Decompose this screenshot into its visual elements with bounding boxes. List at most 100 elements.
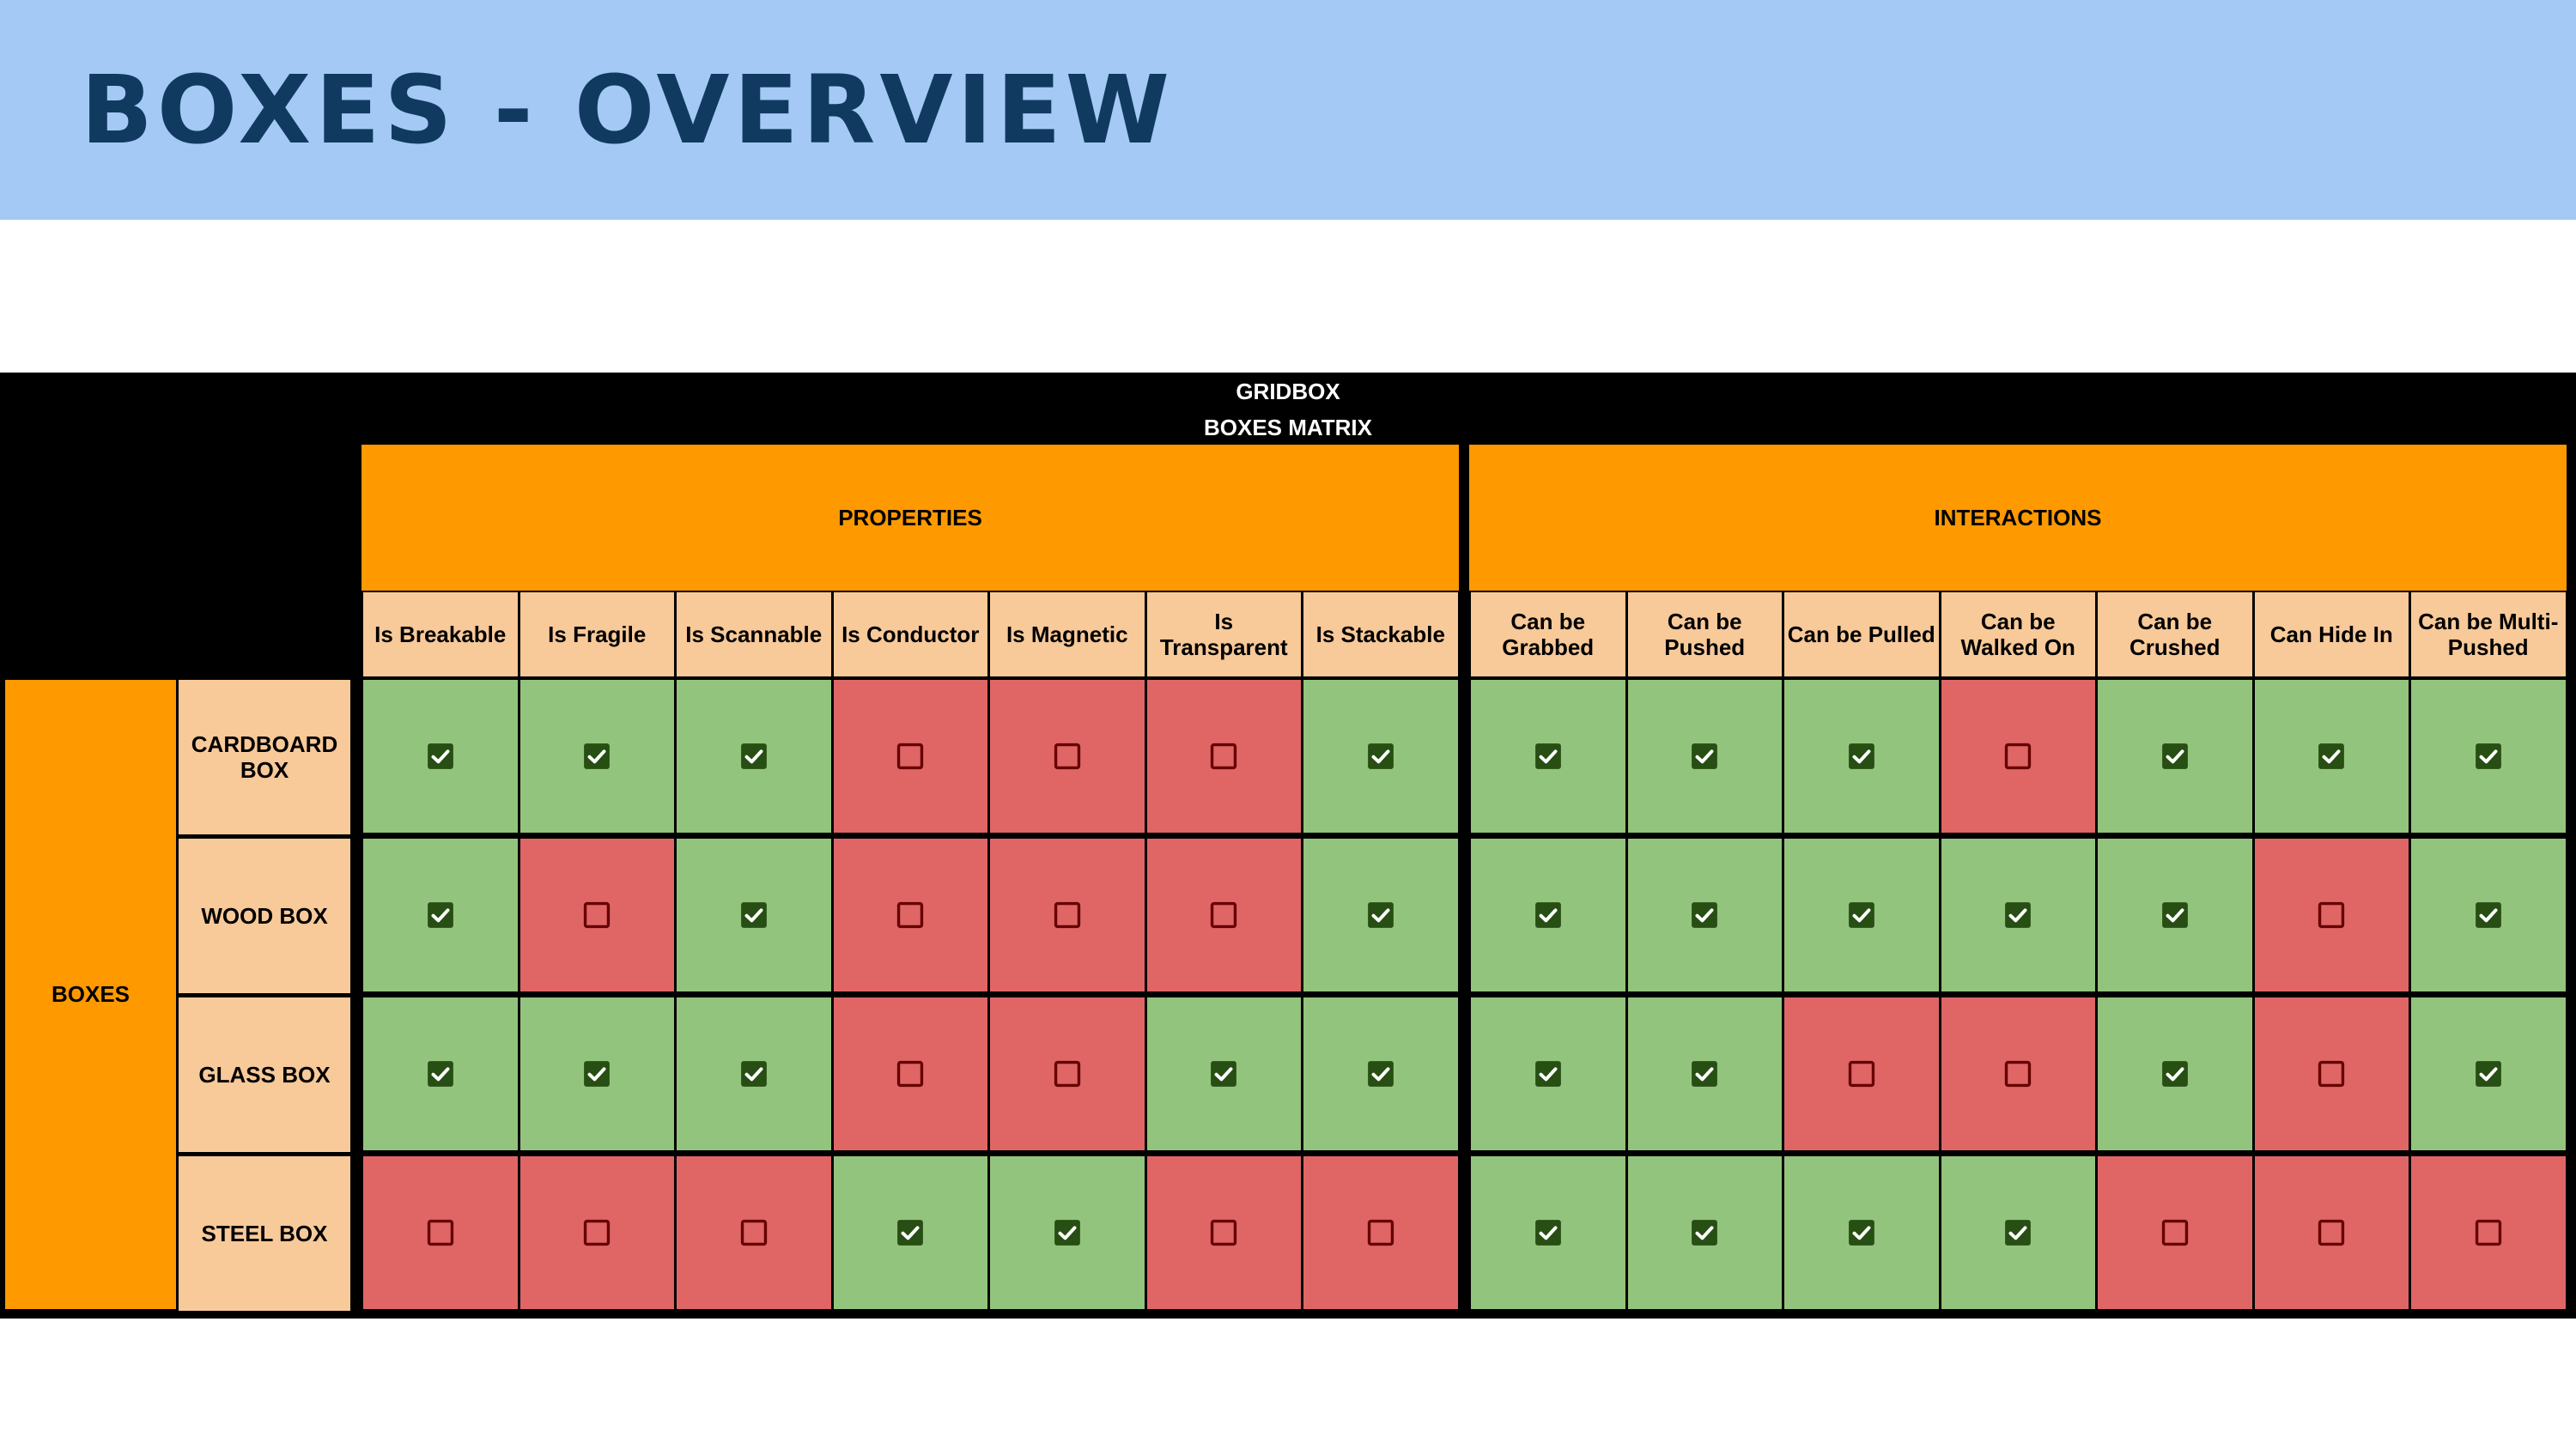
matrix-cell (1783, 837, 1941, 993)
matrix-cell (2409, 837, 2567, 993)
checked-checkbox-icon (1692, 1061, 1718, 1087)
group-header-properties: PROPERTIES (361, 445, 1459, 591)
matrix-cell (1145, 1155, 1303, 1311)
checked-checkbox-icon (740, 902, 767, 928)
row-header: CARDBOARD BOX (179, 680, 350, 834)
checked-checkbox-icon (1367, 902, 1394, 928)
matrix-cell (2252, 996, 2410, 1152)
checked-checkbox-icon (427, 902, 453, 928)
unchecked-checkbox-icon (897, 1060, 924, 1088)
checked-checkbox-icon (2161, 902, 2188, 928)
matrix-cell (831, 1155, 989, 1311)
matrix-cell (1302, 1155, 1460, 1311)
matrix-cell (1145, 678, 1303, 834)
matrix-cell (988, 1155, 1146, 1311)
unchecked-checkbox-icon (427, 1219, 453, 1246)
checked-checkbox-icon (740, 1061, 767, 1087)
checked-checkbox-icon (2475, 1061, 2501, 1087)
matrix-cell (675, 996, 833, 1152)
checked-checkbox-icon (1848, 743, 1874, 769)
matrix-cell (2252, 1155, 2410, 1311)
matrix-cell (675, 1155, 833, 1311)
checked-checkbox-icon (427, 1061, 453, 1087)
unchecked-checkbox-icon (584, 1219, 611, 1246)
checked-checkbox-icon (2318, 743, 2345, 769)
matrix-title: GRIDBOX (1236, 379, 1340, 404)
matrix-cell (1469, 837, 1627, 993)
checked-checkbox-icon (2161, 1061, 2188, 1087)
group-header-interactions: INTERACTIONS (1469, 445, 2567, 591)
matrix-cell (361, 837, 519, 993)
checked-checkbox-icon (1367, 743, 1394, 769)
column-header: Can be Pushed (1625, 591, 1783, 678)
checked-checkbox-icon (1692, 743, 1718, 769)
unchecked-checkbox-icon (584, 901, 611, 929)
matrix-cell (2096, 1155, 2254, 1311)
column-header: Can be Walked On (1939, 591, 2097, 678)
matrix-cell (518, 996, 676, 1152)
row-header: GLASS BOX (179, 997, 350, 1152)
checked-checkbox-icon (1534, 1061, 1561, 1087)
matrix-cell (2409, 996, 2567, 1152)
matrix-cell (1145, 837, 1303, 993)
checked-checkbox-icon (1534, 743, 1561, 769)
matrix-cell (675, 837, 833, 993)
matrix-cell (1625, 837, 1783, 993)
row-header: STEEL BOX (179, 1156, 350, 1311)
matrix-cell (988, 996, 1146, 1152)
checked-checkbox-icon (427, 743, 453, 769)
checked-checkbox-icon (1367, 1061, 1394, 1087)
checked-checkbox-icon (1534, 1220, 1561, 1246)
unchecked-checkbox-icon (897, 901, 924, 929)
matrix-cell (1302, 996, 1460, 1152)
unchecked-checkbox-icon (1211, 901, 1237, 929)
matrix-cell (1625, 1155, 1783, 1311)
matrix-cell (1145, 996, 1303, 1152)
checked-checkbox-icon (1692, 902, 1718, 928)
checked-checkbox-icon (1211, 1061, 1237, 1087)
checked-checkbox-icon (1848, 1220, 1874, 1246)
matrix-cell (2096, 996, 2254, 1152)
column-header: Is Fragile (518, 591, 676, 678)
column-header: Is Magnetic (988, 591, 1146, 678)
matrix-cell (518, 1155, 676, 1311)
matrix-cell (1625, 996, 1783, 1152)
column-header: Is Transparent (1145, 591, 1303, 678)
matrix-cell (2252, 837, 2410, 993)
checked-checkbox-icon (1054, 1220, 1080, 1246)
column-header: Can be Crushed (2096, 591, 2254, 678)
checked-checkbox-icon (584, 743, 611, 769)
matrix-cell (1939, 1155, 2097, 1311)
column-header: Can be Multi-Pushed (2409, 591, 2567, 678)
matrix-cell (1302, 837, 1460, 993)
unchecked-checkbox-icon (2005, 743, 2032, 770)
matrix-cell (518, 678, 676, 834)
matrix-cell (361, 678, 519, 834)
unchecked-checkbox-icon (1848, 1060, 1874, 1088)
column-header: Can be Grabbed (1469, 591, 1627, 678)
matrix-cell (1302, 678, 1460, 834)
checked-checkbox-icon (2475, 743, 2501, 769)
matrix-cell (518, 837, 676, 993)
unchecked-checkbox-icon (740, 1219, 767, 1246)
matrix-cell (675, 678, 833, 834)
column-header: Can Hide In (2252, 591, 2410, 678)
checked-checkbox-icon (1692, 1220, 1718, 1246)
matrix-cell (1469, 678, 1627, 834)
unchecked-checkbox-icon (2161, 1219, 2188, 1246)
checked-checkbox-icon (584, 1061, 611, 1087)
unchecked-checkbox-icon (897, 743, 924, 770)
matrix-cell (361, 996, 519, 1152)
checked-checkbox-icon (740, 743, 767, 769)
matrix-cell (1939, 837, 2097, 993)
unchecked-checkbox-icon (2318, 901, 2345, 929)
unchecked-checkbox-icon (1211, 743, 1237, 770)
checked-checkbox-icon (1848, 902, 1874, 928)
column-header: Is Scannable (675, 591, 833, 678)
unchecked-checkbox-icon (2318, 1060, 2345, 1088)
matrix-cell (1783, 996, 1941, 1152)
unchecked-checkbox-icon (1054, 743, 1080, 770)
unchecked-checkbox-icon (1054, 901, 1080, 929)
unchecked-checkbox-icon (2005, 1060, 2032, 1088)
row-group-label: BOXES (5, 680, 176, 1309)
